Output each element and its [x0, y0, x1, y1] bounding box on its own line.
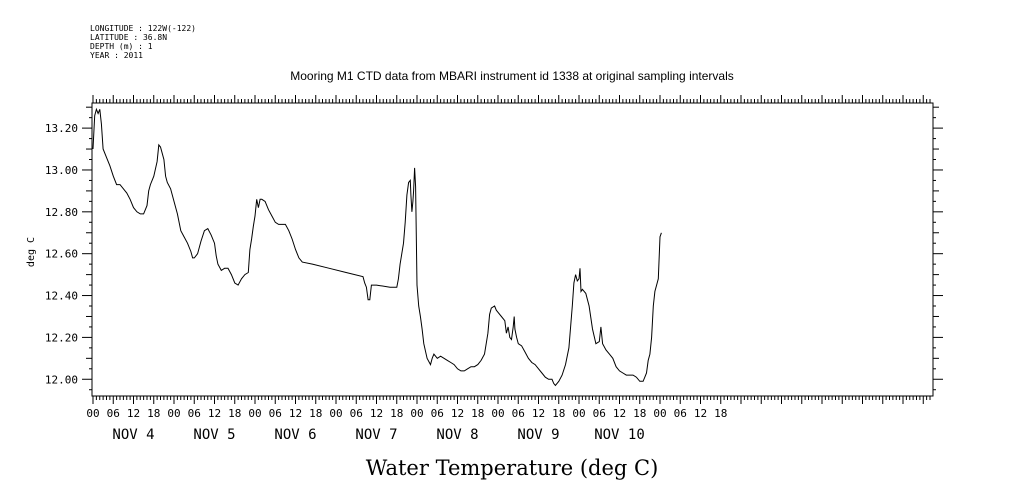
x-tick-label: 00 [167, 407, 180, 420]
temperature-line [92, 107, 662, 387]
x-tick-label: 06 [431, 407, 444, 420]
year-text: YEAR : 2011 [90, 51, 143, 60]
day-label: NOV 4 [112, 427, 154, 443]
plot-frame [91, 102, 934, 397]
y-tick-label: 13.00 [45, 164, 78, 177]
y-tick-label: 12.40 [45, 290, 78, 303]
day-label: NOV 9 [517, 427, 559, 443]
x-tick-label: 12 [613, 407, 626, 420]
y-tick-label: 13.20 [45, 122, 78, 135]
axis-tick-labels: 00 06 12 18 00 06 12 18 00 06 12 18 00 06 12 18 00 06 12 18… [45, 122, 728, 443]
day-label: NOV 6 [274, 427, 316, 443]
x-tick-label: 00 [86, 407, 99, 420]
longitude-text: LONGITUDE : 122W(-122) [90, 24, 196, 33]
x-tick-label: 06 [512, 407, 525, 420]
axis-ticks [82, 95, 943, 404]
x-tick-label: 00 [248, 407, 261, 420]
series-layer [92, 107, 662, 387]
y-tick-label: 12.00 [45, 373, 78, 386]
x-axis-title: Water Temperature (deg C) [366, 456, 659, 480]
x-tick-label: 18 [471, 407, 484, 420]
x-tick-label: 18 [714, 407, 727, 420]
x-tick-label: 00 [329, 407, 342, 420]
x-tick-label: 12 [532, 407, 545, 420]
x-tick-label: 12 [208, 407, 221, 420]
y-tick-label: 12.20 [45, 331, 78, 344]
x-tick-label: 12 [451, 407, 464, 420]
x-tick-label: 00 [653, 407, 666, 420]
x-tick-label: 06 [269, 407, 282, 420]
day-label: NOV 8 [436, 427, 478, 443]
x-tick-label: 18 [147, 407, 160, 420]
day-label: NOV 10 [594, 427, 645, 443]
x-tick-label: 00 [572, 407, 585, 420]
x-tick-label: 18 [633, 407, 646, 420]
latitude-text: LATITUDE : 36.8N [90, 33, 167, 42]
day-label: NOV 5 [193, 427, 235, 443]
x-tick-label: 12 [289, 407, 302, 420]
day-label: NOV 7 [355, 427, 397, 443]
x-tick-label: 18 [228, 407, 241, 420]
x-tick-label: 06 [593, 407, 606, 420]
metadata-block: LONGITUDE : 122W(-122) LATITUDE : 36.8N … [90, 24, 196, 60]
chart-title: Mooring M1 CTD data from MBARI instrumen… [290, 69, 734, 83]
x-tick-label: 12 [370, 407, 383, 420]
x-tick-label: 06 [350, 407, 363, 420]
y-axis-label: deg C [26, 237, 37, 267]
x-tick-label: 06 [107, 407, 120, 420]
x-tick-label: 18 [552, 407, 565, 420]
y-tick-label: 12.80 [45, 206, 78, 219]
x-tick-label: 00 [491, 407, 504, 420]
x-tick-label: 00 [410, 407, 423, 420]
x-tick-label: 06 [188, 407, 201, 420]
x-tick-label: 12 [694, 407, 707, 420]
x-tick-label: 06 [674, 407, 687, 420]
y-tick-label: 12.60 [45, 248, 78, 261]
depth-text: DEPTH (m) : 1 [90, 42, 153, 51]
x-tick-label: 18 [390, 407, 403, 420]
x-tick-label: 18 [309, 407, 322, 420]
x-tick-label: 12 [127, 407, 140, 420]
